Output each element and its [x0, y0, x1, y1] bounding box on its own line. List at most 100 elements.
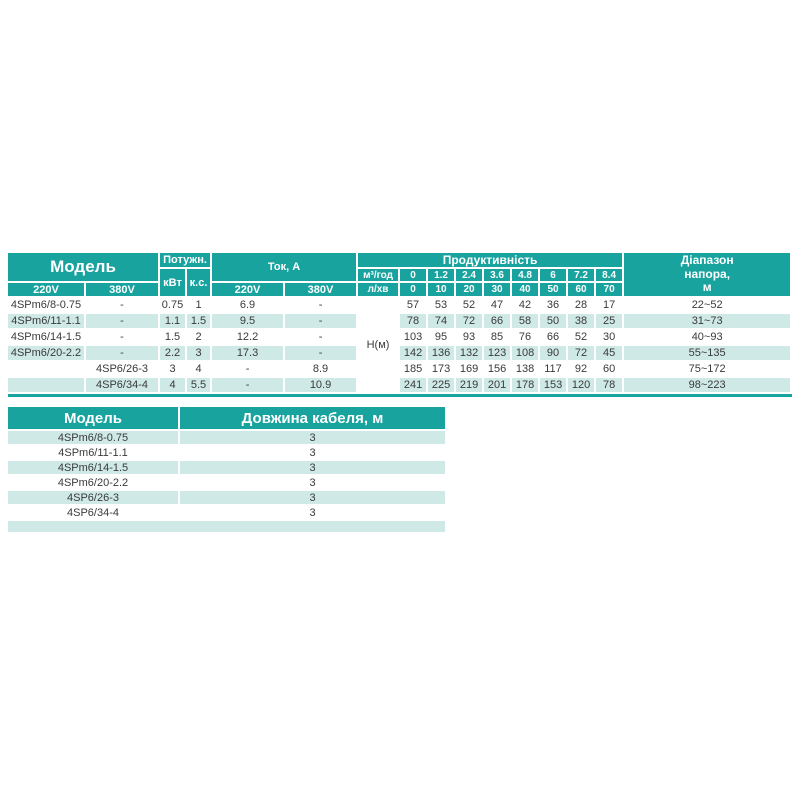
cell-head-range: 75~172	[624, 362, 793, 378]
cable-row: 4SP6/34-4 3	[8, 506, 447, 521]
cell-head-range: 31~73	[624, 314, 793, 330]
spec-row: 4SPm6/14-1.5 - 1.5 2 12.2 - 103 95 93 85…	[8, 330, 793, 346]
cell-flow: 108	[512, 346, 541, 362]
cell-flow: 156	[484, 362, 513, 378]
flow-min-tick: 40	[512, 283, 541, 298]
flow-unit-hour-header: м³/год	[358, 269, 401, 283]
cell-model-220v	[8, 378, 86, 394]
cell-amp-220v: 6.9	[212, 298, 286, 314]
empty-row	[8, 521, 447, 534]
flow-min-tick: 20	[456, 283, 485, 298]
cell-hp: 1	[187, 298, 213, 314]
cell-flow: 132	[456, 346, 485, 362]
cell-model-220v: 4SPm6/14-1.5	[8, 330, 86, 346]
cable-row: 4SP6/26-3 3	[8, 491, 447, 506]
cell-length: 3	[180, 446, 447, 461]
model-group-header: Модель	[8, 253, 161, 283]
cell-model-380v: 4SP6/26-3	[86, 362, 161, 378]
head-range-header: Діапазон напора, м	[624, 253, 793, 298]
spec-row: 4SPm6/11-1.1 - 1.1 1.5 9.5 - 78 74 72 66…	[8, 314, 793, 330]
cell-flow: 78	[596, 378, 625, 394]
cell-flow: 93	[456, 330, 485, 346]
empty-cell	[8, 521, 447, 534]
cable-length-header: Довжина кабеля, м	[180, 407, 447, 431]
cell-head-range: 40~93	[624, 330, 793, 346]
pump-spec-table: Модель Потужн. Ток, А Продуктивність Діа…	[8, 253, 793, 394]
cell-hp: 4	[187, 362, 213, 378]
flow-min-tick: 0	[400, 283, 429, 298]
cell-model-220v: 4SPm6/11-1.1	[8, 314, 86, 330]
cell-flow: 74	[428, 314, 457, 330]
cell-flow: 78	[400, 314, 429, 330]
cell-model: 4SPm6/14-1.5	[8, 461, 180, 476]
current-380v-header: 380V	[285, 283, 359, 298]
cell-model-380v: -	[86, 330, 161, 346]
cell-model-220v: 4SPm6/8-0.75	[8, 298, 86, 314]
cell-flow: 173	[428, 362, 457, 378]
spec-row: 4SP6/34-4 4 5.5 - 10.9 241 225 219 201 1…	[8, 378, 793, 394]
cell-head-range: 98~223	[624, 378, 793, 394]
cell-flow: 25	[596, 314, 625, 330]
cell-flow: 123	[484, 346, 513, 362]
head-unit-cell: Н(м)	[358, 298, 401, 394]
cable-row: 4SPm6/11-1.1 3	[8, 446, 447, 461]
cell-model-380v: 4SP6/34-4	[86, 378, 161, 394]
model-220v-header: 220V	[8, 283, 86, 298]
cell-model-220v	[8, 362, 86, 378]
cell-flow: 28	[568, 298, 597, 314]
current-group-header: Ток, А	[212, 253, 359, 283]
cell-kw: 3	[160, 362, 188, 378]
cell-head-range: 55~135	[624, 346, 793, 362]
cell-amp-380v: 10.9	[285, 378, 359, 394]
flow-min-tick: 70	[596, 283, 625, 298]
table-bottom-bar	[8, 394, 792, 397]
cell-flow: 241	[400, 378, 429, 394]
cell-length: 3	[180, 476, 447, 491]
cell-flow: 201	[484, 378, 513, 394]
cable-row: 4SPm6/20-2.2 3	[8, 476, 447, 491]
cell-model-220v: 4SPm6/20-2.2	[8, 346, 86, 362]
flow-unit-min-header: л/хв	[358, 283, 401, 298]
cell-flow: 66	[540, 330, 569, 346]
cell-flow: 66	[484, 314, 513, 330]
flow-hour-tick: 6	[540, 269, 569, 283]
cell-flow: 60	[596, 362, 625, 378]
cell-kw: 4	[160, 378, 188, 394]
header-row-3: 220V 380V 220V 380V л/хв 0 10 20 30 40 5…	[8, 283, 792, 298]
cell-flow: 138	[512, 362, 541, 378]
cell-flow: 92	[568, 362, 597, 378]
cell-model-380v: -	[86, 298, 161, 314]
cell-flow: 52	[568, 330, 597, 346]
cell-amp-220v: -	[212, 378, 286, 394]
power-kw-header: кВт	[160, 269, 188, 298]
cell-hp: 1.5	[187, 314, 213, 330]
flow-min-tick: 60	[568, 283, 597, 298]
cell-flow: 85	[484, 330, 513, 346]
cell-flow: 153	[540, 378, 569, 394]
cell-amp-220v: 9.5	[212, 314, 286, 330]
cell-model: 4SP6/26-3	[8, 491, 180, 506]
cell-model: 4SPm6/20-2.2	[8, 476, 180, 491]
cell-flow: 185	[400, 362, 429, 378]
cell-model-380v: -	[86, 314, 161, 330]
cell-flow: 36	[540, 298, 569, 314]
cell-model: 4SPm6/8-0.75	[8, 431, 180, 446]
model-380v-header: 380V	[86, 283, 161, 298]
cell-flow: 50	[540, 314, 569, 330]
spec-row: 4SPm6/20-2.2 - 2.2 3 17.3 - 142 136 132 …	[8, 346, 793, 362]
cell-kw: 1.1	[160, 314, 188, 330]
cell-hp: 5.5	[187, 378, 213, 394]
cell-length: 3	[180, 461, 447, 476]
cell-flow: 45	[596, 346, 625, 362]
cell-flow: 136	[428, 346, 457, 362]
head-range-line: м	[702, 280, 712, 295]
current-220v-header: 220V	[212, 283, 286, 298]
cell-flow: 169	[456, 362, 485, 378]
spec-row: 4SP6/26-3 3 4 - 8.9 185 173 169 156 138 …	[8, 362, 793, 378]
cell-kw: 1.5	[160, 330, 188, 346]
cell-flow: 38	[568, 314, 597, 330]
cell-flow: 178	[512, 378, 541, 394]
cable-length-table-section: Модель Довжина кабеля, м 4SPm6/8-0.75 3 …	[8, 407, 447, 534]
header-row-1: Модель Потужн. Ток, А Продуктивність Діа…	[8, 253, 793, 298]
cell-model-380v: -	[86, 346, 161, 362]
